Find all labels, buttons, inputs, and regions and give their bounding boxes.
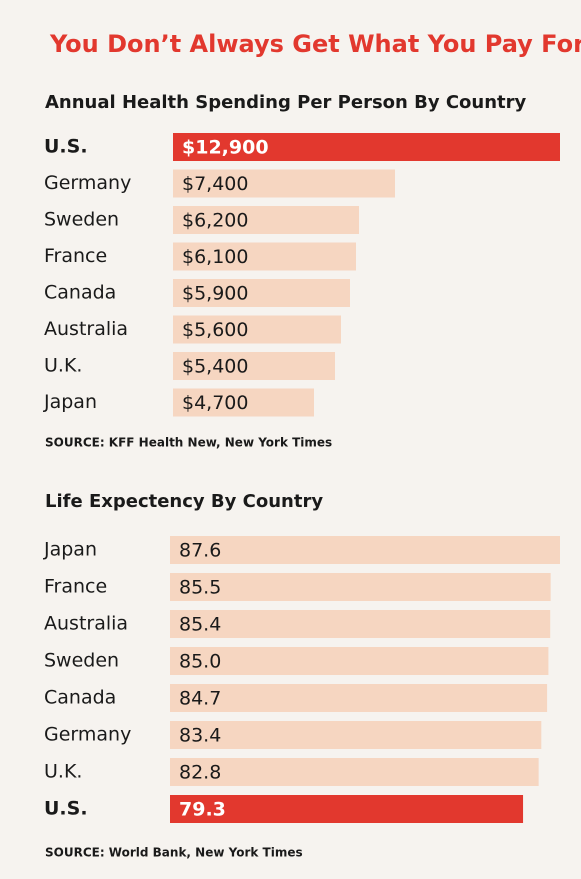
value-label: $7,400 [182,173,248,195]
category-label: Sweden [44,209,119,231]
value-label: $5,400 [182,356,248,378]
main-title: You Don’t Always Get What You Pay For [49,30,581,58]
source-note: SOURCE: KFF Health New, New York Times [45,436,332,450]
bar [173,352,335,380]
category-label: Japan [43,391,97,413]
category-label: Canada [44,282,116,304]
bar [170,647,549,675]
value-label: 83.4 [179,725,221,747]
category-label: U.S. [44,798,88,820]
bar [170,610,551,638]
value-label: 85.0 [179,651,221,673]
category-label: Australia [44,613,128,635]
chart-title: Annual Health Spending Per Person By Cou… [45,92,527,113]
category-label: Canada [44,687,116,709]
value-label: 79.3 [179,799,226,821]
category-label: U.K. [44,355,82,377]
bar [170,536,560,564]
bar [173,206,359,234]
bar [170,573,551,601]
bar [170,684,548,712]
value-label: $6,200 [182,210,248,232]
bar [173,169,395,198]
value-label: $6,100 [182,246,248,268]
category-label: Germany [44,172,131,194]
value-label: $4,700 [182,392,248,414]
bar [173,388,314,417]
value-label: $12,900 [182,137,269,159]
value-label: 82.8 [179,762,221,784]
value-label: 84.7 [179,688,221,710]
value-label: $5,600 [182,319,248,341]
category-label: U.S. [44,136,88,158]
value-label: 85.5 [179,577,221,599]
bar [173,133,560,161]
bar [170,795,524,823]
category-label: Sweden [44,650,119,672]
value-label: $5,900 [182,283,248,305]
bar [173,242,356,271]
chart-title: Life Expectency By Country [45,491,323,512]
category-label: Japan [43,539,97,561]
bar [173,279,350,307]
category-label: Germany [44,724,131,746]
bar [170,721,542,749]
category-label: Australia [44,318,128,340]
value-label: 87.6 [179,540,221,562]
category-label: U.K. [44,761,82,783]
bar [170,758,539,786]
category-label: France [44,576,107,598]
value-label: 85.4 [179,614,221,636]
source-note: SOURCE: World Bank, New York Times [45,846,303,860]
category-label: France [44,245,107,267]
bar [173,315,341,344]
